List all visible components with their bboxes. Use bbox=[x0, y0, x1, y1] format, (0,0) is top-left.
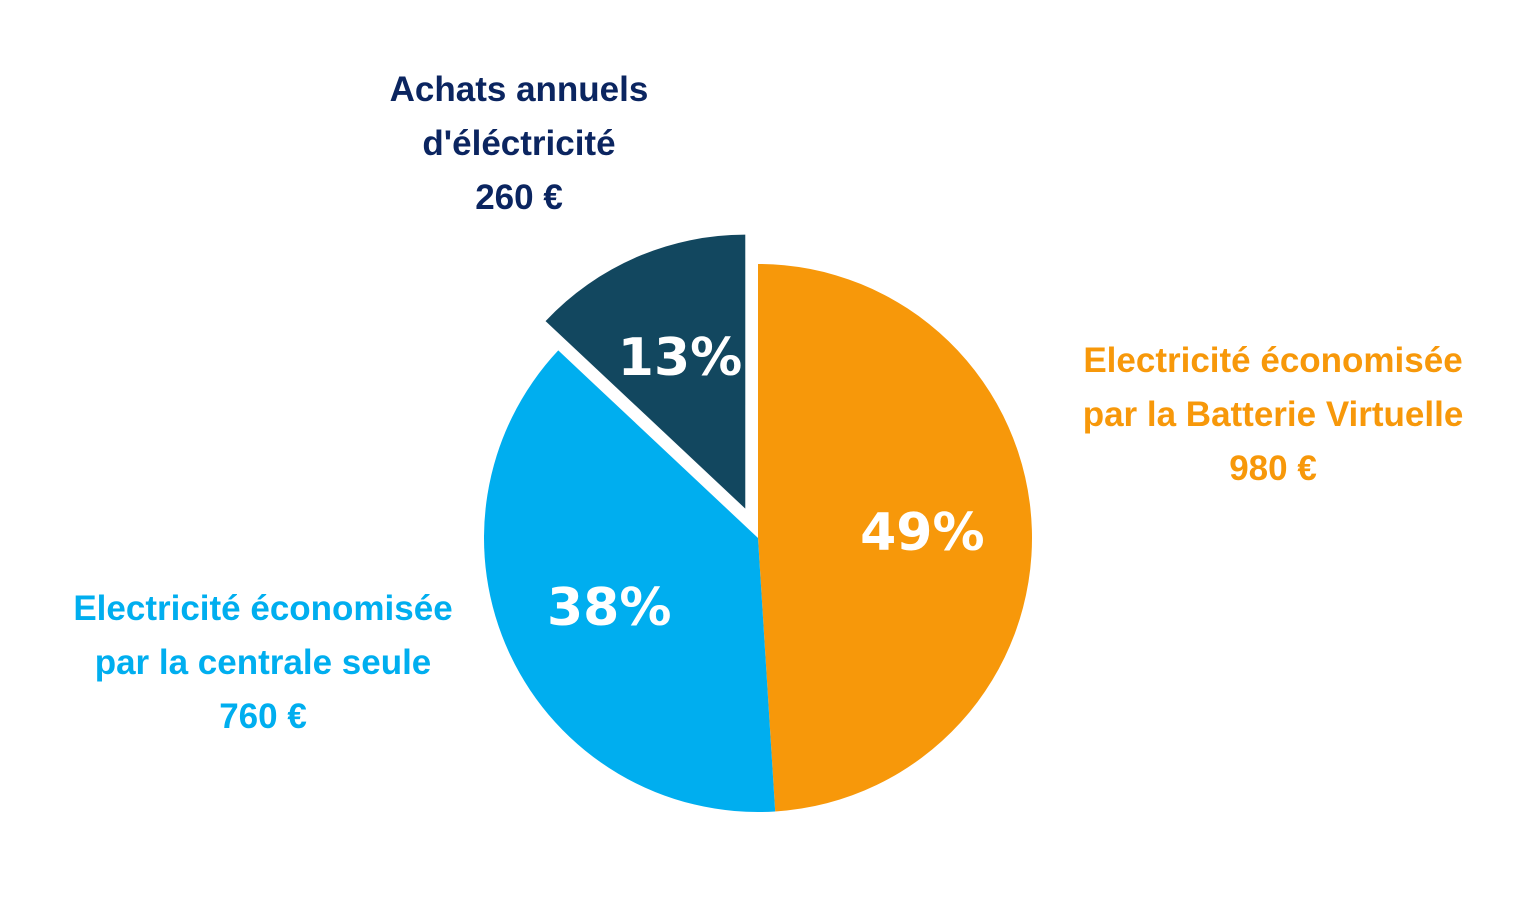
category-label-virtual-battery: Electricité économisée par la Batterie Vi… bbox=[1083, 341, 1464, 488]
category-label-line-annual-purchases-3: 260 € bbox=[475, 178, 563, 217]
percent-label-virtual-battery: 49% bbox=[860, 503, 984, 563]
percent-label-annual-purchases: 13% bbox=[618, 328, 742, 388]
percent-label-plant-only: 38% bbox=[547, 578, 671, 638]
category-label-line-plant-only-3: 760 € bbox=[219, 697, 307, 736]
pie-slices bbox=[483, 234, 1033, 813]
category-label-line-annual-purchases-2: d'éléctricité bbox=[422, 124, 615, 163]
category-labels: Electricité économisée par la Batterie Vi… bbox=[73, 70, 1463, 736]
category-label-line-plant-only-2: par la centrale seule bbox=[95, 643, 432, 682]
slice-virtual-battery bbox=[758, 264, 1033, 812]
percent-labels: 49% 38% 13% bbox=[547, 328, 985, 638]
category-label-plant-only: Electricité économisée par la centrale se… bbox=[73, 589, 452, 736]
category-label-line-virtual-battery-2: par la Batterie Virtuelle bbox=[1083, 395, 1464, 434]
category-label-line-virtual-battery-3: 980 € bbox=[1229, 449, 1317, 488]
slice-plant-only bbox=[483, 350, 776, 813]
category-label-line-plant-only-1: Electricité économisée bbox=[73, 589, 452, 628]
category-label-line-annual-purchases-1: Achats annuels bbox=[390, 70, 649, 109]
category-label-line-virtual-battery-1: Electricité économisée bbox=[1083, 341, 1462, 380]
slice-annual-purchases bbox=[545, 234, 746, 509]
category-label-annual-purchases: Achats annuels d'éléctricité 260 € bbox=[390, 70, 649, 217]
